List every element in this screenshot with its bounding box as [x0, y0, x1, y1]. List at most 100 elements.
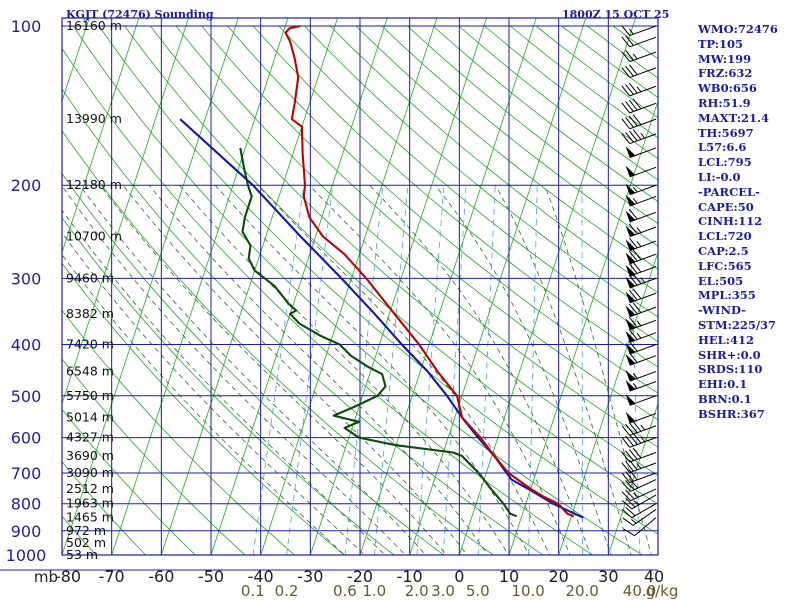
sounding-index: EL:505: [698, 273, 744, 288]
wind-barb-pennant: [625, 239, 636, 251]
height-label: 1963 m: [66, 496, 114, 511]
height-label: 6548 m: [66, 364, 114, 379]
wind-barb-flag: [622, 517, 634, 526]
sounding-index: MAXT:21.4: [698, 110, 769, 125]
temperature-tick-label: 20: [548, 567, 568, 586]
isotherm: [409, 18, 587, 555]
wind-barb-flag: [621, 85, 631, 97]
wind-barb: [621, 432, 657, 448]
isotherm: [558, 250, 658, 555]
isotherm: [210, 18, 388, 555]
pressure-tick-label: 600: [11, 429, 42, 448]
wind-barb-flag: [628, 303, 638, 315]
wind-barb-flag: [632, 114, 642, 125]
wind-barb-staff: [629, 147, 657, 158]
wind-barb-flag: [621, 25, 631, 36]
moist-adiabat: [62, 253, 345, 555]
wind-barb-flag: [625, 84, 634, 95]
wind-barb-pennant: [625, 331, 636, 343]
wind-barb-half-flag: [636, 320, 642, 327]
pressure-tick-label: 800: [11, 495, 42, 514]
height-label: 2512 m: [66, 481, 114, 496]
wind-barb: [625, 261, 657, 277]
wind-barb-flag: [621, 508, 633, 519]
wind-barb-pennant: [625, 318, 636, 330]
wind-barb: [625, 165, 657, 178]
mixing-ratio-tick-label: 2.0: [405, 582, 429, 600]
moist-adiabat: [79, 184, 427, 555]
wind-barb-flag: [621, 67, 631, 78]
wind-barb-flag: [628, 237, 638, 249]
dry-adiabat: [62, 262, 346, 555]
wind-barb-staff: [629, 462, 657, 474]
mixing-ratio-tick-label: 10.0: [511, 582, 544, 600]
height-label: 502 m: [66, 535, 106, 550]
wind-barb: [625, 316, 657, 331]
sounding-index: MPL:355: [698, 288, 756, 303]
height-label: 4327 m: [66, 430, 114, 445]
mixing-ratio-lines: [252, 185, 641, 555]
height-label: 53 m: [66, 547, 98, 562]
sounding-indices: WMO:72476 TP:105 MW:199 FRZ:632 WB0:656 RH:51…: [698, 22, 798, 422]
wind-barb-flag: [621, 491, 631, 502]
wind-barb-flag: [625, 498, 636, 508]
dry-adiabat: [98, 25, 658, 535]
wind-barb-flag: [628, 289, 638, 301]
height-label: 16160 m: [66, 18, 122, 33]
parcel-line: [179, 118, 584, 519]
mixing-ratio-tick-label: 0.1: [241, 582, 265, 600]
pressure-tick-label: 900: [11, 522, 42, 541]
pressure-tick-label: 300: [11, 269, 42, 288]
wind-barb-flag: [632, 302, 642, 313]
wind-barb-pennant: [625, 183, 636, 195]
height-label: 3090 m: [66, 465, 114, 480]
wind-barb-flag: [625, 50, 634, 61]
height-label: 7420 m: [66, 336, 114, 351]
wind-barb: [621, 478, 657, 492]
mixing-ratio-tick-label: 1.0: [362, 582, 386, 600]
wind-barbs: [621, 25, 657, 537]
sounding-index: MW:199: [698, 51, 752, 66]
isotherm: [62, 18, 189, 405]
wind-barb-flag: [628, 469, 638, 481]
wind-barb-staff: [631, 503, 657, 519]
wind-barb: [621, 50, 657, 63]
wind-barb: [625, 223, 657, 238]
moist-adiabat: [179, 184, 509, 555]
wind-barb: [621, 98, 657, 114]
wind-barb-staff: [631, 494, 657, 510]
mixing-ratio-tick-label: 0.2: [275, 582, 299, 600]
moist-adiabat: [369, 184, 592, 555]
wind-barb-flag: [628, 478, 639, 489]
sounding-index: CAPE:50: [698, 199, 754, 214]
wind-barb-pennant: [625, 305, 636, 317]
wind-barb-staff: [632, 508, 657, 526]
wind-barb-half-flag: [636, 332, 642, 339]
dry-adiabat: [227, 25, 658, 394]
wind-barb-pennant: [625, 194, 636, 207]
wind-barb-half-flag: [632, 373, 638, 379]
height-label: 12180 m: [66, 177, 122, 192]
wind-barb-flag: [621, 472, 631, 483]
mixing-ratio-line: [477, 185, 496, 555]
dry-adiabat: [62, 130, 495, 555]
wind-barb-pennant: [625, 291, 636, 303]
wind-barb-half-flag: [632, 53, 638, 60]
sounding-index: CINH:112: [698, 214, 763, 229]
wind-barb: [625, 146, 657, 158]
moist-adiabat: [257, 184, 551, 555]
wind-barb: [621, 64, 657, 78]
wind-barb: [625, 379, 657, 392]
wind-barb-flag: [632, 432, 642, 444]
temperature-tick-label: -30: [297, 567, 323, 586]
dry-adiabat: [124, 25, 658, 505]
wind-barb-flag: [632, 273, 642, 285]
isotherm: [508, 99, 658, 555]
wind-barb-flag: [628, 115, 638, 127]
dry-adiabat: [304, 25, 658, 318]
wind-barb-staff: [629, 36, 657, 48]
pressure-tick-label: 500: [11, 387, 42, 406]
wind-barb-flag: [632, 129, 642, 140]
height-label: 1465 m: [66, 510, 114, 525]
height-label: 10700 m: [66, 229, 122, 244]
